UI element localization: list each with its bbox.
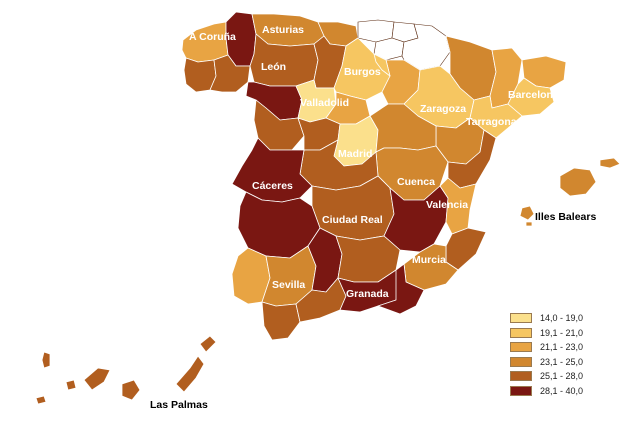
label-madrid: Madrid [338,148,372,160]
legend-label: 25,1 - 28,0 [540,371,584,382]
legend-item: 25,1 - 28,0 [510,369,630,384]
legend-swatch [510,371,532,382]
legend-label: 28,1 - 40,0 [540,385,584,396]
island-mallorca [559,167,597,197]
label-granada: Granada [346,288,389,300]
legend-swatch [510,342,532,353]
island-tenerife [83,367,111,391]
island-gran-canaria [121,379,141,401]
legend-label: 23,1 - 25,0 [540,356,584,367]
label-cuenca: Cuenca [397,176,435,188]
legend-label: 21,1 - 23,0 [540,342,584,353]
island-la-palma [41,351,51,369]
label-asturias: Asturias [262,24,304,36]
legend-item: 23,1 - 25,0 [510,355,630,370]
province-almeria [377,263,425,315]
legend-swatch [510,356,532,367]
island-la-gomera [65,379,77,391]
province-valencia [439,177,477,235]
label-caceres: Cáceres [252,180,293,192]
island-ibiza [519,205,535,221]
label-sevilla: Sevilla [272,279,305,291]
label-valencia: Valencia [426,199,468,211]
label-leon: León [261,61,286,73]
province-salamanca [253,99,305,151]
province-la-rioja [373,53,391,77]
label-a-coruna: A Coruña [189,31,236,43]
label-barcelona: Barcelona [508,89,559,101]
province-ourense [209,54,251,93]
legend-label: 14,0 - 19,0 [540,313,584,324]
legend-item: 21,1 - 23,0 [510,340,630,355]
island-fuerteventura [175,355,205,393]
label-murcia: Murcia [412,254,446,266]
island-el-hierro [35,395,47,405]
province-cadiz [261,301,301,341]
legend-swatch [510,327,532,338]
legend-item: 28,1 - 40,0 [510,384,630,399]
legend-item: 14,0 - 19,0 [510,311,630,326]
legend-item: 19,1 - 21,0 [510,326,630,341]
island-lanzarote [199,335,217,353]
island-menorca [599,157,621,169]
legend-label: 19,1 - 21,0 [540,327,584,338]
label-illes-balears: Illes Balears [535,211,596,223]
label-zaragoza: Zaragoza [420,103,466,115]
province-tarragona [469,95,523,139]
province-albacete [383,185,449,253]
label-ciudad-real: Ciudad Real [322,214,383,226]
label-tarragona: Tarragona [466,116,517,128]
province-alicante [445,227,487,271]
label-las-palmas: Las Palmas [150,399,208,411]
province-castellon [447,129,497,189]
map-legend: 14,0 - 19,0 19,1 - 21,0 21,1 - 23,0 23,1 - … [510,311,630,398]
province-burgos [333,37,391,101]
island-formentera [525,221,533,227]
label-valladolid: Valladolid [300,97,349,109]
legend-swatch [510,385,532,396]
legend-swatch [510,313,532,324]
label-burgos: Burgos [344,66,381,78]
